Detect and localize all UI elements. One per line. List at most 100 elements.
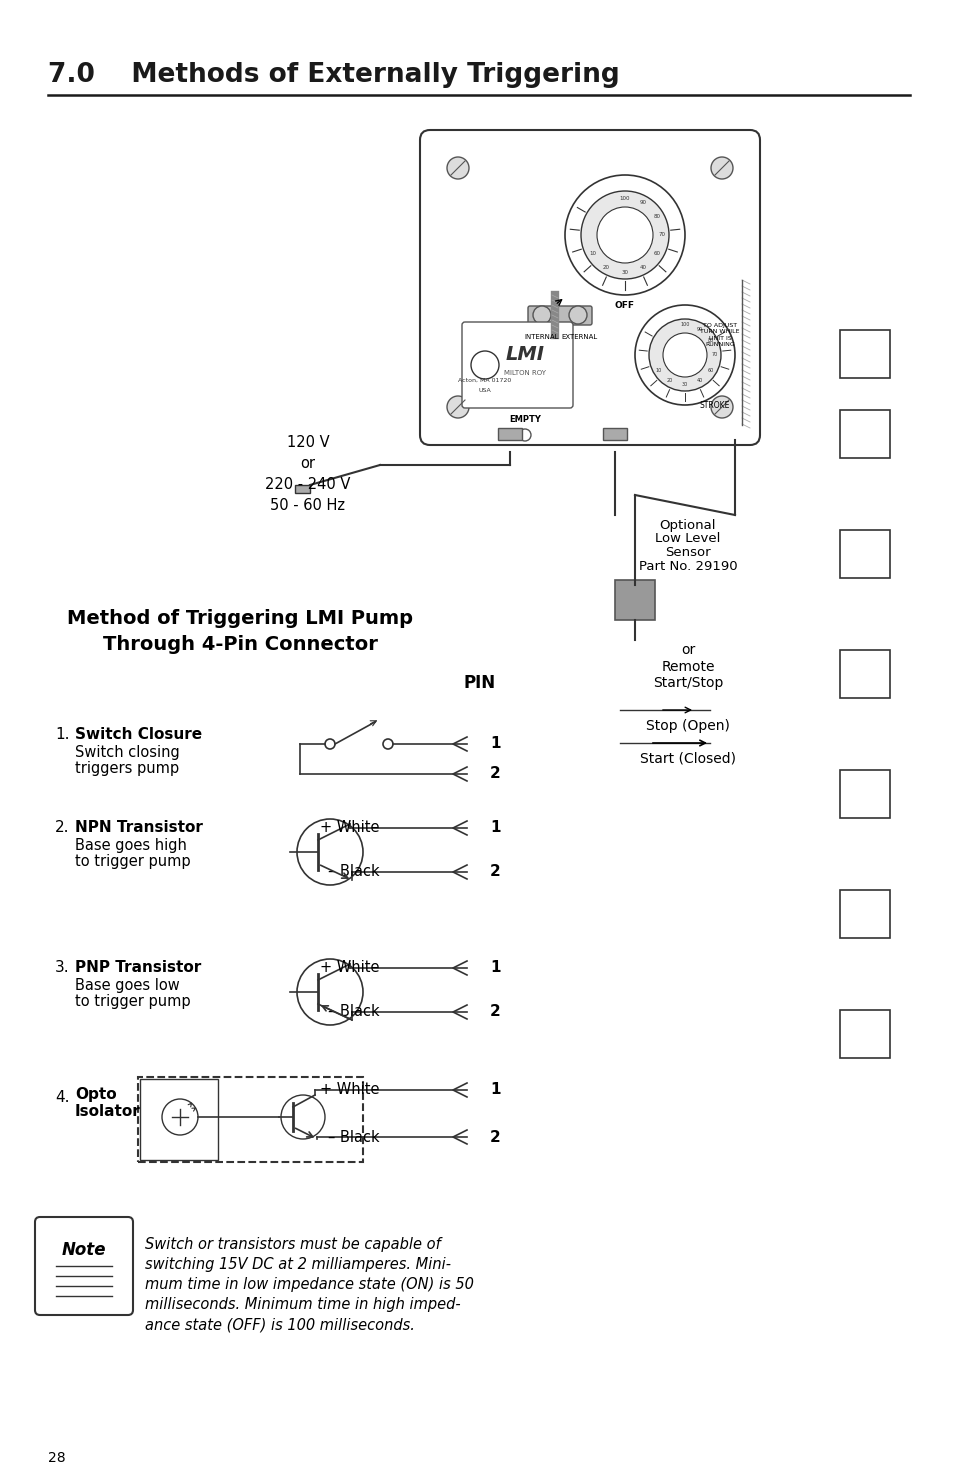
Text: Isolator: Isolator [75,1103,141,1120]
Text: Sensor: Sensor [664,547,710,559]
Bar [840,410,889,459]
Text: Switch Closure: Switch Closure [75,727,202,742]
FancyBboxPatch shape [461,322,573,409]
Text: Method of Triggering LMI Pump: Method of Triggering LMI Pump [67,609,413,627]
Bar [497,428,521,440]
Circle shape [580,190,668,279]
Text: USA: USA [478,388,491,392]
Circle shape [281,1094,325,1139]
Circle shape [518,429,531,441]
Text: Note: Note [62,1240,106,1260]
Text: milliseconds. Minimum time in high imped-: milliseconds. Minimum time in high imped… [145,1297,460,1311]
Text: 30: 30 [681,382,687,388]
Text: ance state (OFF) is 100 milliseconds.: ance state (OFF) is 100 milliseconds. [145,1317,415,1332]
Text: 100: 100 [619,196,630,201]
Text: PNP Transistor: PNP Transistor [75,960,201,975]
Text: 2.: 2. [55,820,70,835]
Text: Low Level: Low Level [655,532,720,546]
Text: triggers pump: triggers pump [75,761,179,776]
Text: 70: 70 [711,353,718,357]
Text: or: or [680,643,695,656]
Bar [615,580,655,620]
Text: 2: 2 [490,1130,500,1145]
Bar [840,770,889,819]
Text: Base goes high: Base goes high [75,838,187,853]
Text: 100: 100 [679,323,689,327]
Circle shape [710,395,732,417]
Circle shape [533,305,551,324]
Text: switching 15V DC at 2 milliamperes. Mini-: switching 15V DC at 2 milliamperes. Mini… [145,1257,451,1271]
Text: LMI: LMI [505,345,544,364]
Text: mum time in low impedance state (ON) is 50: mum time in low impedance state (ON) is … [145,1277,474,1292]
Text: – Black: – Black [328,864,379,879]
Bar [840,889,889,938]
Text: Remote: Remote [660,659,714,674]
Text: 120 V
or
220 - 240 V
50 - 60 Hz: 120 V or 220 - 240 V 50 - 60 Hz [265,435,351,513]
Text: 2: 2 [490,864,500,879]
Text: Start (Closed): Start (Closed) [639,752,735,766]
Bar [840,1010,889,1058]
Text: 70: 70 [658,233,665,237]
Circle shape [471,351,498,379]
Text: 40: 40 [696,379,702,384]
Text: 80: 80 [707,338,714,342]
Text: 1: 1 [490,736,500,751]
Text: Part No. 29190: Part No. 29190 [638,560,737,574]
Circle shape [597,207,652,263]
Text: Acton, MA 01720: Acton, MA 01720 [457,378,511,382]
Text: 90: 90 [697,326,702,332]
Circle shape [296,959,363,1025]
Text: + White: + White [320,1083,379,1097]
Text: STROKE: STROKE [700,401,729,410]
Text: Start/Stop: Start/Stop [652,676,722,690]
Text: 2: 2 [490,767,500,782]
Bar [840,330,889,378]
Circle shape [710,156,732,178]
FancyBboxPatch shape [138,1077,363,1162]
Text: EMPTY: EMPTY [509,416,540,425]
Text: 60: 60 [653,251,659,257]
FancyBboxPatch shape [419,130,760,445]
Text: MILTON ROY: MILTON ROY [503,370,545,376]
Circle shape [162,1099,198,1134]
Text: 90: 90 [639,201,646,205]
Circle shape [662,333,706,378]
Circle shape [447,156,469,178]
Text: 10: 10 [589,251,596,257]
Text: to trigger pump: to trigger pump [75,994,191,1009]
Text: 4.: 4. [55,1090,70,1105]
Text: 60: 60 [707,367,714,373]
Text: 1.: 1. [55,727,70,742]
Text: Switch or transistors must be capable of: Switch or transistors must be capable of [145,1238,440,1252]
Text: Base goes low: Base goes low [75,978,179,993]
Text: PIN: PIN [463,674,496,692]
Text: 1: 1 [490,820,500,835]
Circle shape [325,739,335,749]
FancyBboxPatch shape [35,1217,132,1316]
Text: 10: 10 [656,367,661,373]
Circle shape [564,176,684,295]
Text: Opto: Opto [75,1087,116,1102]
Text: 3.: 3. [55,960,70,975]
Text: 1: 1 [490,1083,500,1097]
FancyBboxPatch shape [527,305,592,324]
Text: Through 4-Pin Connector: Through 4-Pin Connector [103,636,377,655]
Text: 40: 40 [639,264,646,270]
Text: 80: 80 [653,214,659,218]
Text: 1: 1 [490,960,500,975]
Text: Switch closing: Switch closing [75,745,179,760]
Circle shape [568,305,586,324]
Text: to trigger pump: to trigger pump [75,854,191,869]
Bar [140,1080,218,1159]
Text: 20: 20 [602,264,609,270]
Text: – Black: – Black [328,1004,379,1019]
Circle shape [296,819,363,885]
Text: Optional: Optional [659,519,716,531]
Text: OFF: OFF [615,301,635,310]
Text: NPN Transistor: NPN Transistor [75,820,203,835]
Text: + White: + White [320,820,379,835]
Text: – Black: – Black [328,1130,379,1145]
Circle shape [447,395,469,417]
Bar [294,485,310,493]
Circle shape [648,319,720,391]
